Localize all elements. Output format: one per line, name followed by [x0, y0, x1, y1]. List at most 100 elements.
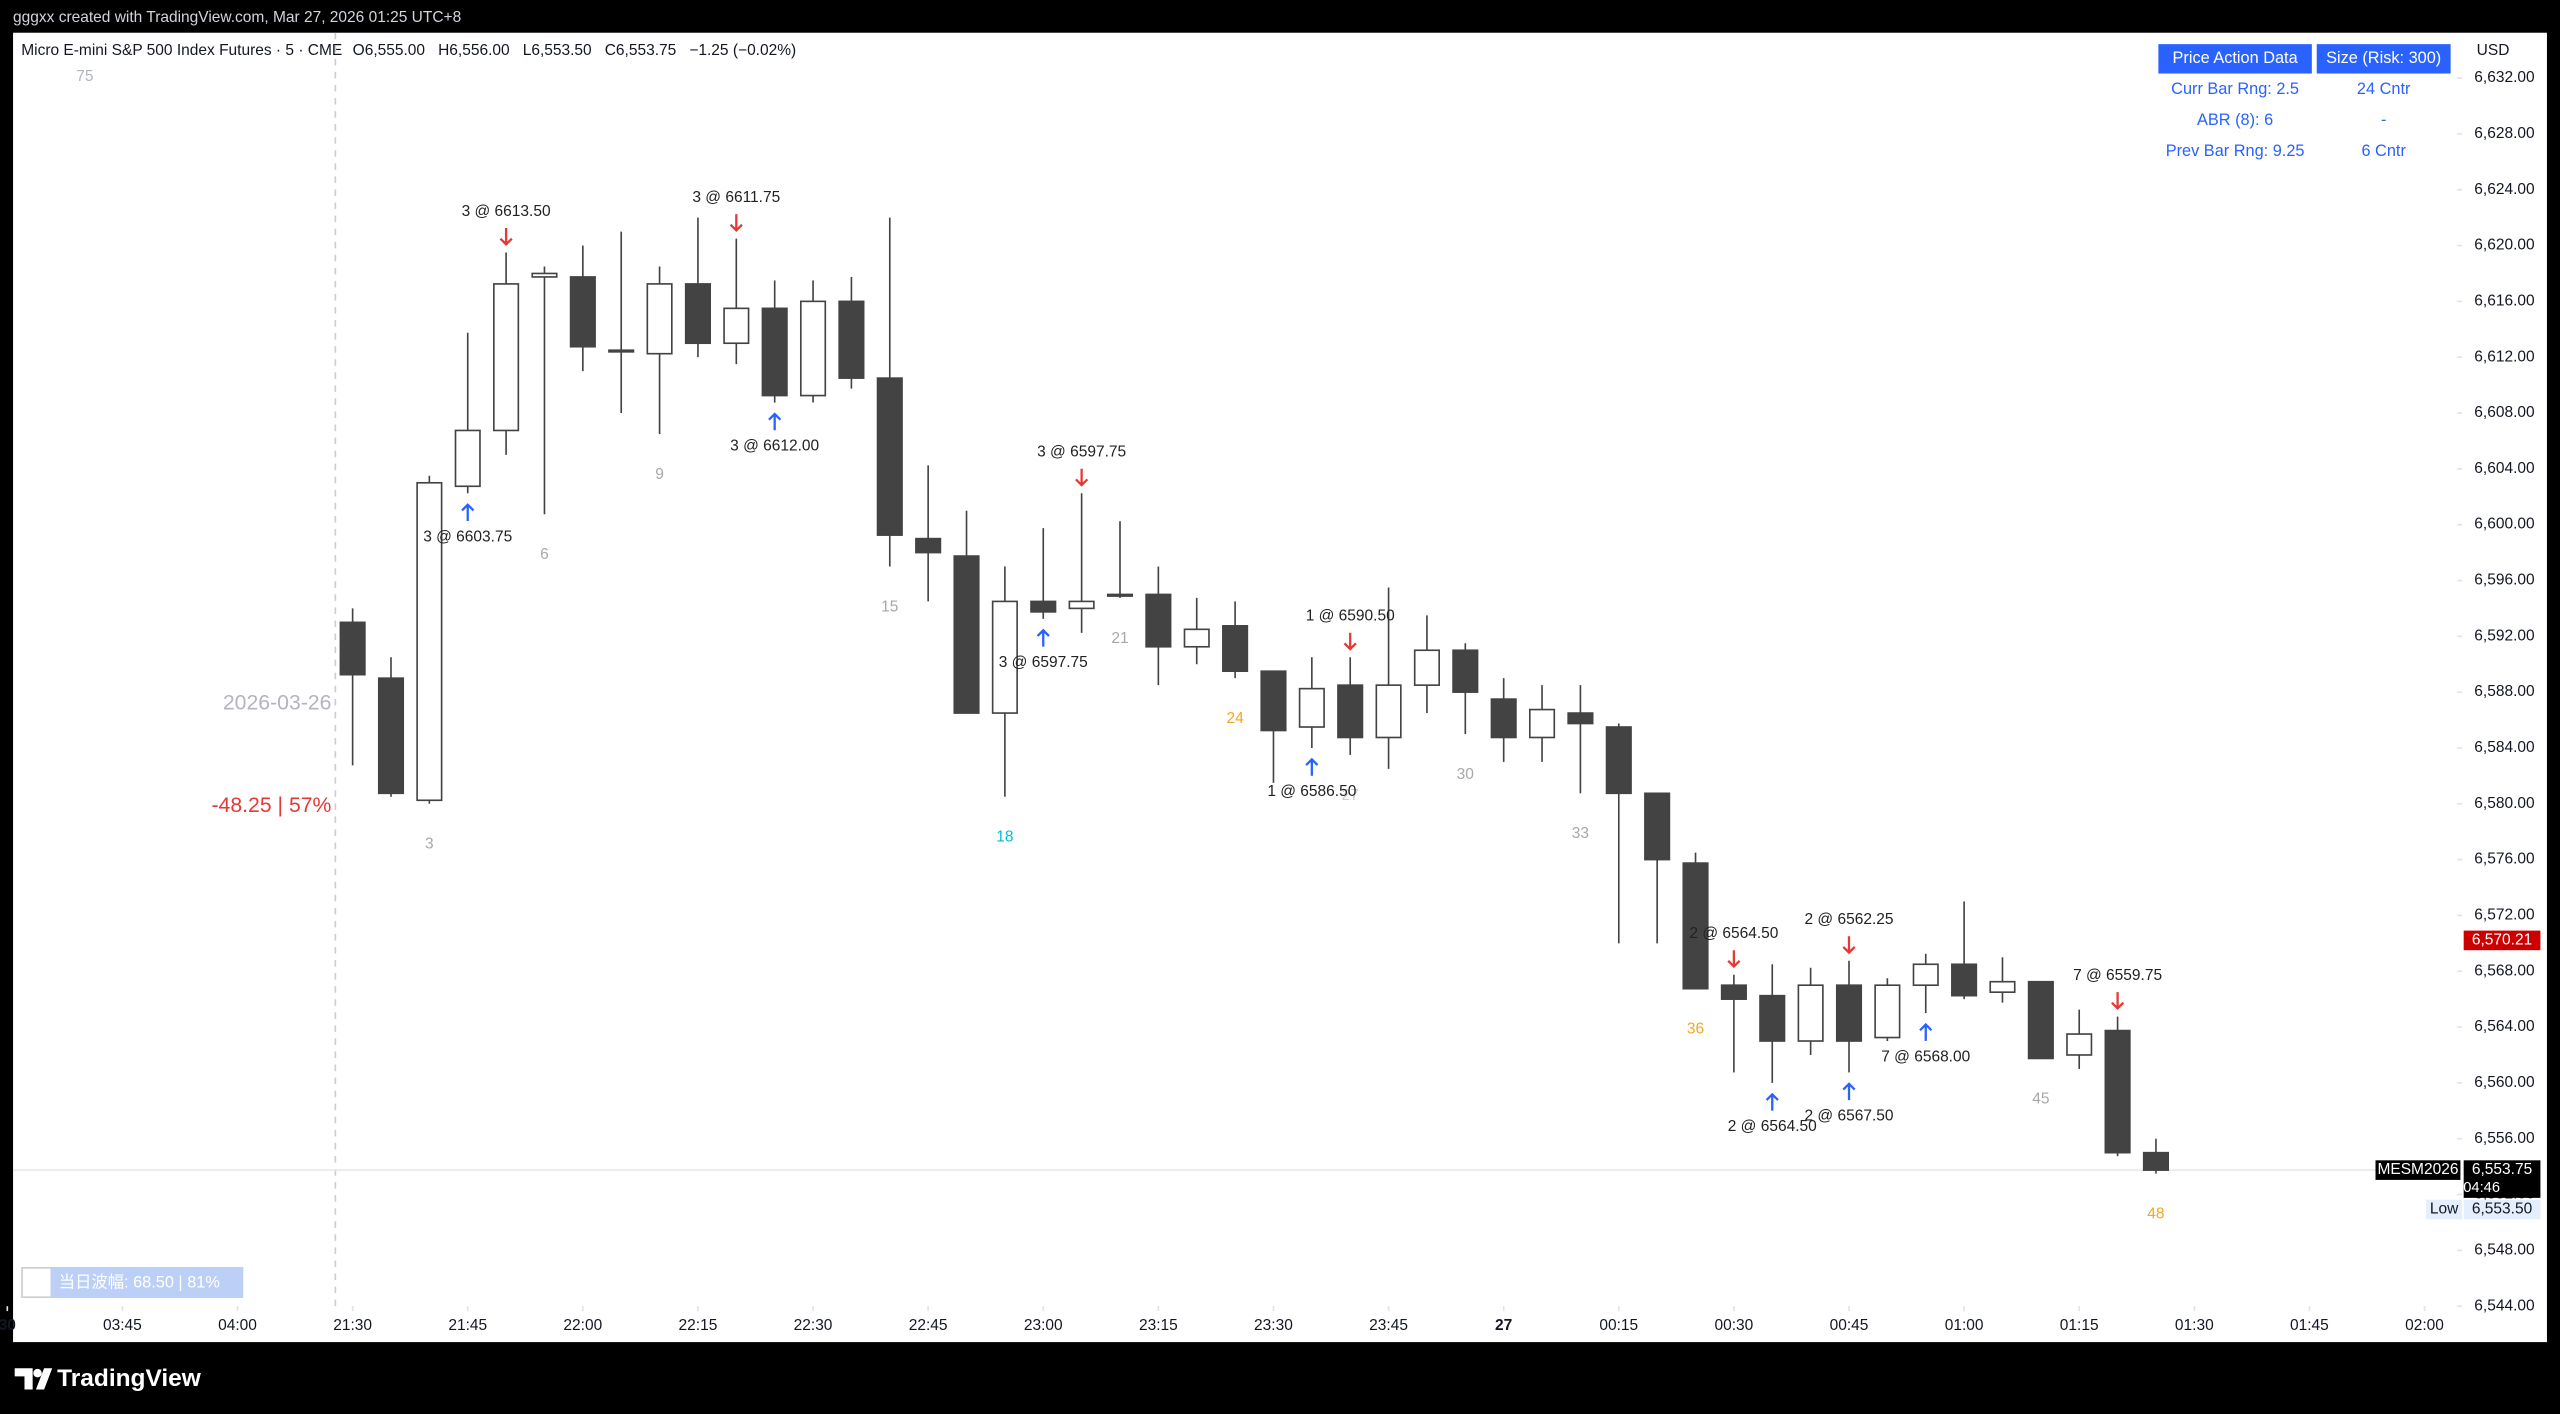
signal-label: 3 @ 6597.75: [999, 654, 1088, 671]
candle-body: [953, 555, 980, 714]
sell-arrow: [1727, 950, 1741, 969]
y-tick-label: 6,600.00: [2474, 516, 2535, 533]
x-tick-label: 01:45: [2290, 1317, 2329, 1334]
signal-label: 7 @ 6568.00: [1881, 1048, 1970, 1065]
table-header-cell: [2158, 44, 2312, 74]
candle-body: [723, 307, 750, 345]
candle-body: [1989, 980, 2016, 993]
tradingview-logo: TradingView: [14, 1365, 202, 1392]
bar-count: 48: [2147, 1206, 2164, 1223]
y-tick-label: 6,616.00: [2474, 292, 2535, 309]
bar-count: 36: [1687, 1021, 1704, 1038]
x-tick-label: 22:15: [679, 1317, 718, 1334]
buy-arrow: [768, 412, 782, 431]
y-tick-label: 6,580.00: [2474, 795, 2535, 812]
logo-dot: [33, 1368, 42, 1378]
signal-label: 3 @ 6611.75: [692, 189, 780, 206]
candle-body: [454, 429, 481, 488]
chart-title: Micro E-mini S&P 500 Index Futures · 5 ·…: [21, 42, 342, 59]
candle-body: [1528, 708, 1556, 739]
x-tick-label: 03:45: [103, 1317, 142, 1334]
signal: 2 @ 6564.50: [1689, 925, 1779, 969]
x-tick-label: 23:15: [1139, 1317, 1178, 1334]
candle-body: [1413, 649, 1441, 686]
x-tick-label: 23:00: [1024, 1317, 1063, 1334]
signal: 7 @ 6559.75: [2073, 967, 2162, 1011]
y-tick-label: 6,556.00: [2474, 1130, 2535, 1147]
x-tick-label: 27: [1495, 1317, 1512, 1334]
signal-label: 2 @ 6567.50: [1805, 1108, 1894, 1125]
y-tick-label: 6,612.00: [2474, 348, 2535, 365]
candle-body: [1644, 792, 1671, 861]
x-tick-label: 02:00: [2405, 1317, 2444, 1334]
table-cell: ABR (8): 6: [2197, 111, 2273, 129]
candle-body: [1874, 984, 1901, 1039]
y-tick-label: 6,564.00: [2474, 1018, 2535, 1035]
y-tick-label: 6,596.00: [2474, 572, 2535, 589]
candle-body: [1605, 726, 1632, 795]
last-price-tag: [2463, 1160, 2541, 1198]
y-tick-label: 6,576.00: [2474, 851, 2535, 868]
low-price-label: 6,553.50: [2472, 1201, 2533, 1218]
x-tick-label: 22:45: [909, 1317, 948, 1334]
session-date: 2026-03-26: [223, 691, 332, 714]
candle-body: [1452, 649, 1479, 693]
candle-body: [1222, 625, 1249, 673]
candle-body: [876, 377, 903, 536]
candle-body: [608, 349, 635, 353]
x-tick-label: 22:00: [563, 1317, 602, 1334]
x-tick-label: 21:45: [448, 1317, 487, 1334]
signal: 1 @ 6586.50: [1267, 757, 1357, 800]
signal-label: 1 @ 6586.50: [1267, 783, 1356, 800]
signal: 3 @ 6603.75: [423, 503, 512, 545]
candle-body: [1682, 862, 1709, 990]
y-tick-label: 6,548.00: [2474, 1241, 2535, 1258]
ohlc-value: −1.25 (−0.02%): [689, 42, 796, 59]
buy-arrow: [1036, 628, 1050, 647]
table-header: Size (Risk: 300): [2326, 49, 2441, 67]
signal: 2 @ 6562.25: [1805, 911, 1893, 955]
sell-arrow: [1343, 632, 1357, 651]
bar-count: 18: [996, 829, 1013, 846]
sell-arrow: [729, 214, 743, 233]
candle-body: [915, 537, 942, 554]
signal-label: 2 @ 6564.50: [1689, 925, 1778, 942]
candle-body: [1912, 963, 1939, 987]
candle-body: [2104, 1029, 2131, 1154]
ohlc-value: O6,555.00: [353, 42, 426, 59]
y-tick-label: 6,588.00: [2474, 683, 2535, 700]
table-header-cell: [2316, 44, 2451, 74]
signal-label: 3 @ 6613.50: [462, 203, 551, 220]
x-tick-label: 01:30: [2175, 1317, 2214, 1334]
signal-label: 3 @ 6612.00: [730, 438, 819, 455]
symbol-label: MESM2026: [2377, 1161, 2458, 1178]
buy-arrow: [1842, 1082, 1856, 1101]
candle-body: [569, 276, 596, 348]
signal: 3 @ 6597.75: [1037, 444, 1126, 487]
candle-body: [1337, 684, 1364, 739]
candle-body: [2066, 1033, 2093, 1056]
table-header: Price Action Data: [2173, 49, 2299, 67]
candle-body: [991, 600, 1018, 714]
signal: 7 @ 6568.00: [1881, 1022, 1971, 1065]
x-tick-label: 01:15: [2060, 1317, 2099, 1334]
x-tick-label: 22:30: [794, 1317, 833, 1334]
bar-count: 9: [655, 466, 664, 483]
x-tick-label: 23:30: [1254, 1317, 1293, 1334]
sell-arrow: [1842, 936, 1856, 955]
x-tick-label: 00:15: [1599, 1317, 1638, 1334]
table-cell: 6 Cntr: [2361, 142, 2406, 160]
x-tick-label: 00:45: [1830, 1317, 1869, 1334]
bar-count: 30: [1457, 766, 1475, 783]
low-price-tag: [2463, 1199, 2541, 1220]
candle-body: [1068, 600, 1095, 610]
candle-body: [1759, 994, 1786, 1042]
ma-price-tag: [2463, 930, 2541, 951]
candle-body: [1951, 963, 1978, 997]
bar-count: 27: [1342, 787, 1359, 804]
bar-count: 21: [1111, 630, 1128, 647]
candle-body: [1490, 698, 1517, 739]
candle-body: [1106, 593, 1134, 597]
